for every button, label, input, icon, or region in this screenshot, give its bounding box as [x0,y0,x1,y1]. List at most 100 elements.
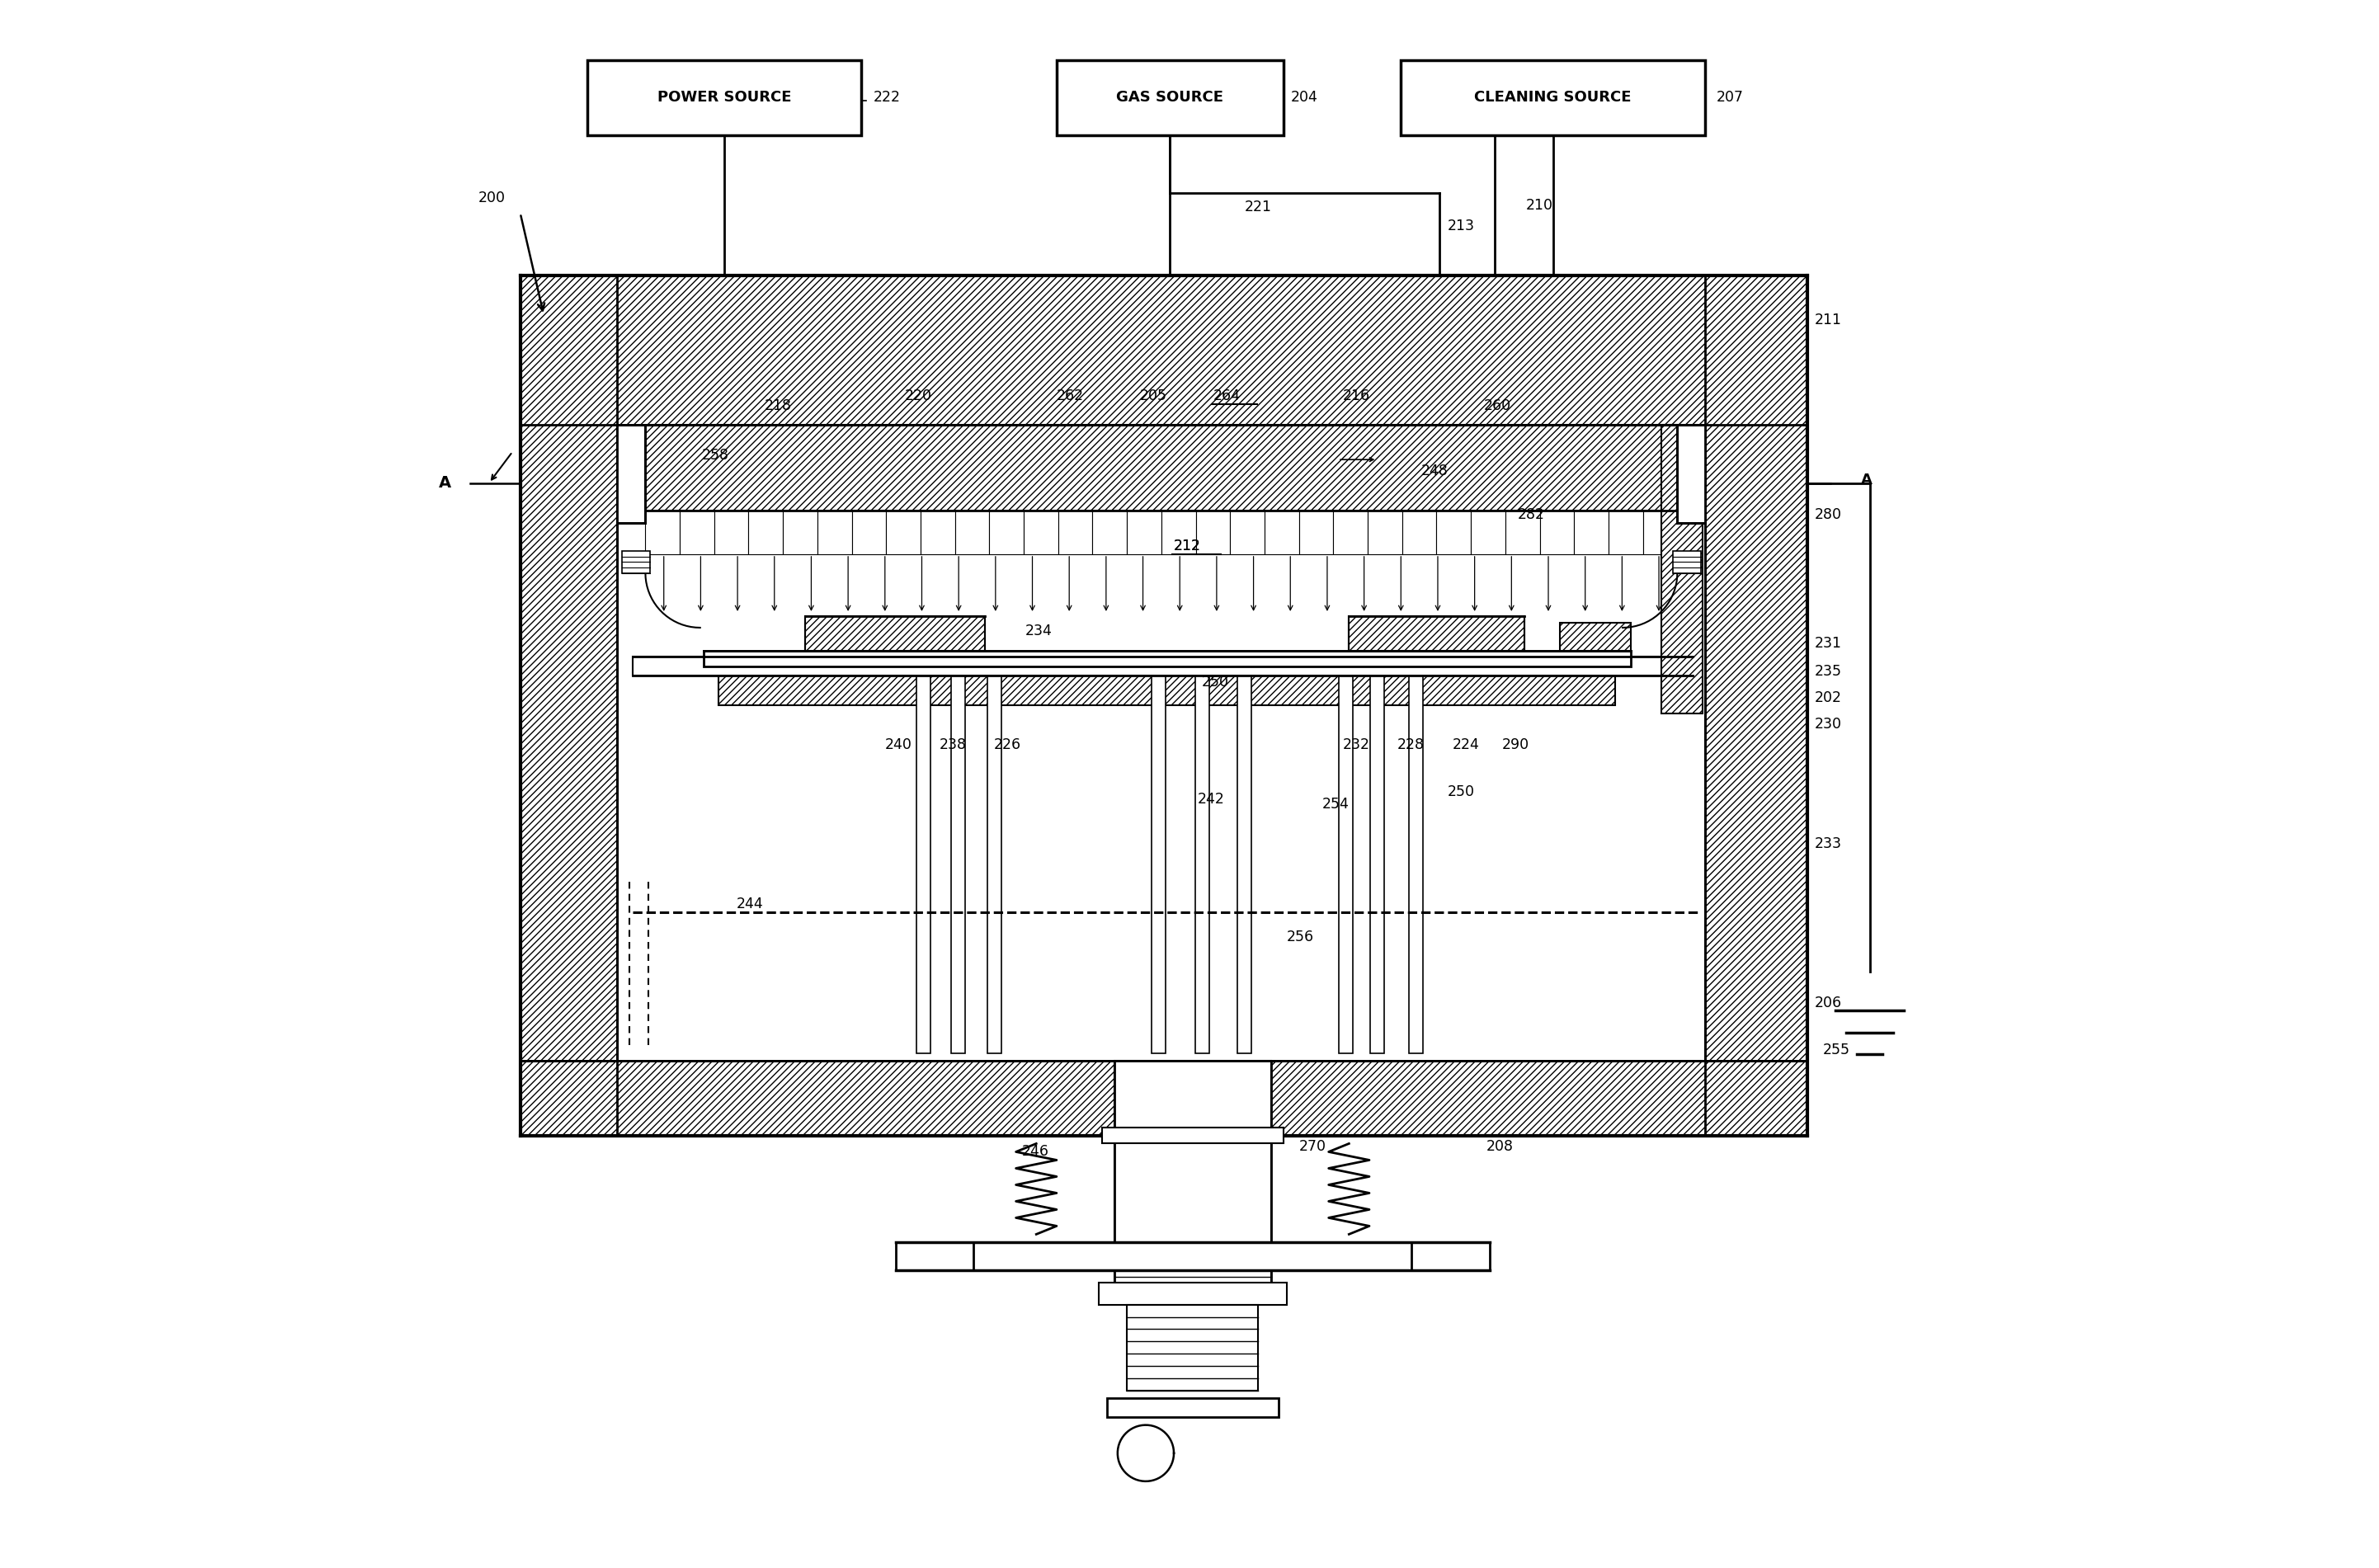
Bar [704,651,1630,666]
Bar [588,60,861,135]
Bar [1506,511,1539,554]
Bar [1470,511,1506,554]
Bar [645,511,680,554]
Text: 205: 205 [1140,389,1166,403]
Bar [1368,511,1401,554]
Text: 270: 270 [1299,1140,1325,1154]
Text: 242: 242 [1197,792,1225,808]
Text: 246: 246 [1023,1145,1049,1159]
Bar [1101,1127,1282,1143]
Bar [1092,511,1128,554]
Text: 256: 256 [1287,930,1313,944]
Text: A: A [1860,472,1872,488]
Bar [973,1242,1411,1270]
Bar [1299,511,1332,554]
Text: 255: 255 [1822,1043,1851,1057]
Bar [921,511,954,554]
Text: 204: 204 [1292,91,1318,105]
Bar [680,511,714,554]
Bar [1644,511,1677,554]
Bar [1059,511,1092,554]
Bar [1339,676,1354,1052]
Text: 212: 212 [1173,539,1201,554]
Text: 240: 240 [885,737,911,753]
Text: GAS SOURCE: GAS SOURCE [1116,91,1223,105]
Text: 258: 258 [702,448,728,463]
Text: POWER SOURCE: POWER SOURCE [657,91,792,105]
Bar [718,666,1615,706]
Bar [885,511,921,554]
Text: 206: 206 [1815,996,1841,1010]
Text: 254: 254 [1323,797,1349,812]
Text: 233: 233 [1815,836,1841,851]
Text: 238: 238 [940,737,966,753]
Bar [616,425,645,522]
Bar [818,511,852,554]
Text: 260: 260 [1484,398,1511,412]
Bar [952,676,966,1052]
Text: 210: 210 [1525,198,1553,213]
Bar [714,511,749,554]
Bar [521,276,616,1135]
Bar [1128,511,1161,554]
Bar [1401,511,1437,554]
Text: 207: 207 [1715,91,1744,105]
Bar [749,511,783,554]
Bar [1370,676,1385,1052]
Text: 208: 208 [1487,1140,1513,1154]
Bar [1161,511,1197,554]
Bar [1023,511,1059,554]
Text: 234: 234 [1025,624,1052,638]
Bar [1113,1060,1270,1300]
Text: 218: 218 [764,398,792,412]
Text: 231: 231 [1815,637,1841,651]
Text: 290: 290 [1501,737,1530,753]
Bar [1539,511,1575,554]
Bar [1401,60,1706,135]
Text: 250: 250 [1201,674,1230,690]
Bar [1561,622,1630,651]
Text: CLEANING SOURCE: CLEANING SOURCE [1475,91,1632,105]
Bar [954,511,990,554]
Bar [521,276,1808,425]
Bar [852,511,885,554]
Text: 230: 230 [1815,717,1841,732]
Bar [1194,676,1209,1052]
Text: 212: 212 [1173,539,1201,554]
Bar [1332,511,1368,554]
Bar [916,676,930,1052]
Bar [1661,425,1703,713]
Text: 282: 282 [1518,508,1544,522]
Bar [1237,676,1251,1052]
Text: 220: 220 [904,389,933,403]
Text: 228: 228 [1396,737,1425,753]
Bar [1437,511,1470,554]
Bar [521,1060,1808,1135]
Text: 211: 211 [1815,312,1841,328]
Text: 226: 226 [994,737,1021,753]
Text: 216: 216 [1342,389,1370,403]
Bar [1106,1399,1278,1417]
Text: 200: 200 [478,190,504,205]
Text: 262: 262 [1056,389,1085,403]
Text: 280: 280 [1815,508,1841,522]
Text: 202: 202 [1815,690,1841,706]
Text: 232: 232 [1342,737,1370,753]
Bar [1608,511,1644,554]
Bar [804,616,985,651]
Bar [633,657,1694,676]
Text: 221: 221 [1244,199,1270,215]
Bar [1128,1305,1258,1391]
Bar [1230,511,1266,554]
Bar [1349,616,1525,651]
Bar [1677,425,1706,522]
Text: 248: 248 [1420,464,1449,478]
Bar [645,425,1677,511]
Text: A: A [440,475,452,491]
Bar [783,511,818,554]
Text: 250: 250 [1446,784,1475,800]
Text: 235: 235 [1815,663,1841,679]
Bar [621,550,649,572]
Text: 222: 222 [873,91,902,105]
Bar [1056,60,1282,135]
